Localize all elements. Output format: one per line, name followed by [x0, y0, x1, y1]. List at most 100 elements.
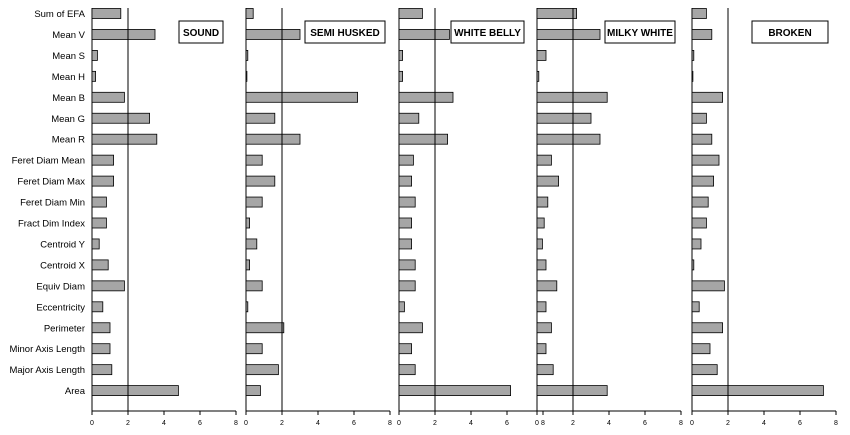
- bar-4-7: [691, 154, 720, 166]
- bar-2-5: [398, 112, 420, 124]
- x-tick-label: 6: [505, 420, 509, 427]
- bar-3-3: [536, 70, 540, 82]
- bar-3-13: [536, 280, 558, 292]
- x-tick-label: 4: [469, 420, 473, 427]
- category-label: Feret Diam Max: [17, 177, 85, 188]
- x-tick-label: 4: [762, 420, 766, 427]
- x-tick-label: 0: [397, 420, 401, 427]
- bar-0-0: [91, 8, 122, 19]
- bar-3-5: [536, 112, 592, 124]
- bar-4-5: [691, 112, 707, 124]
- bar-3-15: [536, 322, 552, 334]
- bar-3-12: [536, 259, 547, 271]
- bar-3-2: [536, 50, 547, 61]
- x-tick-label: 0: [690, 420, 694, 427]
- bar-1-17: [245, 364, 279, 376]
- bar-2-1: [398, 29, 450, 40]
- bar-1-16: [245, 343, 263, 355]
- bar-0-5: [91, 112, 150, 124]
- bar-0-15: [91, 322, 111, 334]
- bar-1-7: [245, 154, 263, 166]
- bar-4-18: [691, 385, 824, 397]
- bar-1-0: [245, 8, 254, 19]
- bar-0-16: [91, 343, 111, 355]
- bar-4-11: [691, 238, 702, 250]
- bar-2-6: [398, 133, 448, 145]
- bar-4-17: [691, 364, 718, 376]
- bar-2-18: [398, 385, 511, 397]
- bar-0-17: [91, 364, 113, 376]
- bar-1-13: [245, 280, 263, 292]
- category-label: Centroid X: [40, 260, 86, 271]
- category-label: Major Axis Length: [9, 365, 85, 376]
- bar-0-11: [91, 238, 100, 250]
- panel-title: SOUND: [183, 28, 219, 39]
- bar-2-12: [398, 259, 416, 271]
- bar-4-0: [691, 8, 707, 19]
- bar-1-15: [245, 322, 285, 334]
- bar-3-7: [536, 154, 552, 166]
- bar-1-10: [245, 217, 250, 229]
- category-label: Perimeter: [44, 323, 85, 334]
- bar-1-8: [245, 175, 276, 187]
- bar-1-11: [245, 238, 258, 250]
- category-label: Area: [65, 386, 86, 397]
- bar-2-14: [398, 301, 405, 313]
- category-label: Centroid Y: [40, 239, 85, 250]
- x-tick-label: 8: [834, 420, 838, 427]
- category-label: Fract Dim Index: [18, 219, 85, 230]
- panel-title-box: [178, 20, 224, 44]
- x-tick-label: 8: [541, 420, 545, 427]
- bar-0-3: [91, 70, 96, 82]
- bar-1-5: [245, 112, 276, 124]
- bar-0-6: [91, 133, 158, 145]
- bar-2-8: [398, 175, 413, 187]
- bar-0-8: [91, 175, 115, 187]
- bar-3-0: [536, 8, 577, 19]
- category-label: Mean V: [52, 30, 85, 41]
- bar-3-11: [536, 238, 543, 250]
- panel-title: BROKEN: [768, 28, 811, 39]
- panel-title: WHITE BELLY: [454, 28, 521, 39]
- category-label: Feret Diam Mean: [12, 156, 85, 167]
- panel-title-box: [751, 20, 829, 44]
- category-label: Mean R: [52, 135, 85, 146]
- bar-4-9: [691, 196, 709, 208]
- bar-4-13: [691, 280, 725, 292]
- bar-2-10: [398, 217, 413, 229]
- category-label: Mean S: [52, 51, 85, 62]
- panel-title-box: [450, 20, 525, 44]
- bar-2-9: [398, 196, 416, 208]
- panel-title-box: [304, 20, 386, 44]
- bar-1-4: [245, 91, 358, 103]
- bar-1-9: [245, 196, 263, 208]
- x-tick-label: 4: [607, 420, 611, 427]
- bar-3-8: [536, 175, 560, 187]
- category-label: Mean B: [52, 93, 85, 104]
- category-label: Feret Diam Min: [20, 198, 85, 209]
- x-tick-label: 4: [162, 420, 166, 427]
- category-label: Sum of EFA: [34, 9, 85, 20]
- category-label: Equiv Diam: [36, 281, 85, 292]
- bar-4-1: [691, 29, 713, 40]
- x-tick-label: 2: [726, 420, 730, 427]
- bar-0-18: [91, 385, 179, 397]
- bar-4-8: [691, 175, 715, 187]
- bar-4-6: [691, 133, 713, 145]
- bar-4-16: [691, 343, 711, 355]
- x-tick-label: 2: [280, 420, 284, 427]
- bar-3-16: [536, 343, 547, 355]
- bar-3-6: [536, 133, 601, 145]
- bar-0-9: [91, 196, 107, 208]
- bar-2-4: [398, 91, 454, 103]
- category-label: Mean G: [51, 114, 85, 125]
- bar-4-12: [691, 259, 695, 271]
- x-tick-label: 8: [679, 420, 683, 427]
- category-label: Minor Axis Length: [9, 344, 85, 355]
- bar-2-13: [398, 280, 416, 292]
- category-label: Eccentricity: [36, 302, 85, 313]
- bar-2-11: [398, 238, 413, 250]
- bar-2-15: [398, 322, 423, 334]
- bar-0-13: [91, 280, 125, 292]
